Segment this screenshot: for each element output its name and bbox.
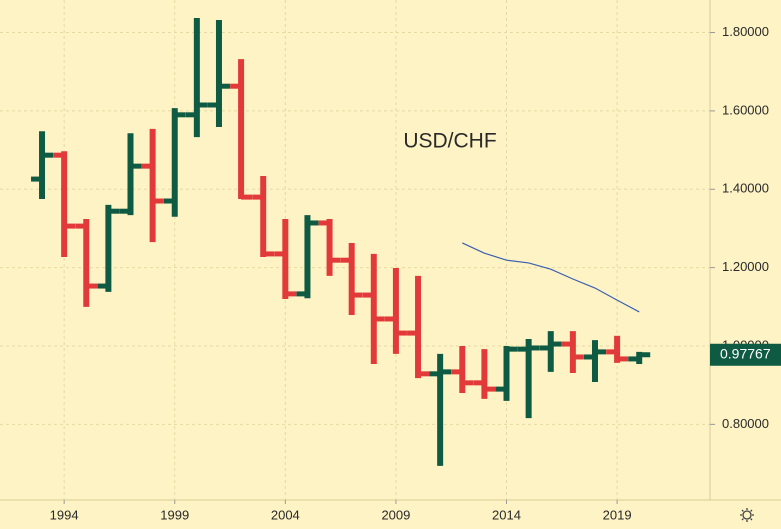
x-tick-label: 2014 bbox=[492, 507, 521, 522]
x-tick-label: 2004 bbox=[271, 507, 300, 522]
x-tick-label: 2019 bbox=[603, 507, 632, 522]
y-tick-label: 1.20000 bbox=[722, 259, 769, 274]
y-tick-label: 0.80000 bbox=[722, 416, 769, 431]
grid bbox=[0, 0, 710, 500]
y-tick-label: 1.80000 bbox=[722, 24, 769, 39]
x-tick-label: 1994 bbox=[50, 507, 79, 522]
y-tick-label: 1.40000 bbox=[722, 181, 769, 196]
x-tick-label: 2009 bbox=[381, 507, 410, 522]
overlay-line bbox=[462, 242, 640, 313]
symbol-annotation: USD/CHF bbox=[403, 130, 496, 153]
last-price-label: 0.97767 bbox=[720, 345, 771, 361]
last-price-box bbox=[710, 343, 781, 366]
y-tick-label: 1.60000 bbox=[722, 102, 769, 117]
x-tick-label: 1999 bbox=[160, 507, 189, 522]
settings-icon[interactable] bbox=[740, 508, 754, 522]
